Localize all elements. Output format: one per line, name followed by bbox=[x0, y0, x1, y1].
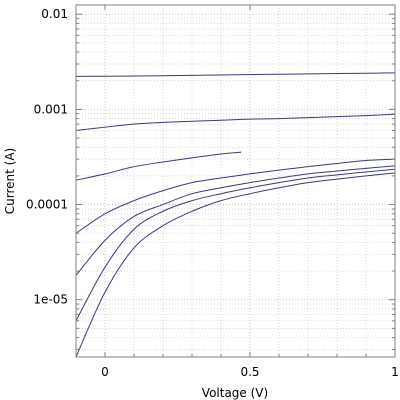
tick-labels: 0 0.5 1 1e-05 0.0001 0.001 0.01 bbox=[26, 7, 399, 379]
y-axis-label: Current (A) bbox=[3, 148, 17, 214]
series-line-1 bbox=[75, 72, 396, 77]
ticks bbox=[75, 5, 396, 357]
series-line-6 bbox=[75, 168, 396, 322]
series-line-3 bbox=[75, 151, 242, 181]
x-tick-label: 0.5 bbox=[240, 365, 259, 379]
x-tick-label: 0 bbox=[101, 365, 109, 379]
series-line-7 bbox=[75, 172, 396, 358]
x-axis-label: Voltage (V) bbox=[202, 386, 268, 400]
y-tick-label: 0.01 bbox=[41, 7, 68, 21]
series-line-5 bbox=[75, 165, 396, 276]
x-tick-label: 1 bbox=[391, 365, 399, 379]
y-tick-label: 0.001 bbox=[34, 102, 68, 116]
y-tick-label: 1e-05 bbox=[33, 293, 68, 307]
series-line-2 bbox=[75, 113, 396, 131]
series-group bbox=[75, 72, 396, 358]
y-tick-label: 0.0001 bbox=[26, 198, 68, 212]
plot-frame bbox=[75, 4, 396, 358]
series-line-4 bbox=[75, 158, 396, 234]
grid bbox=[75, 5, 396, 357]
